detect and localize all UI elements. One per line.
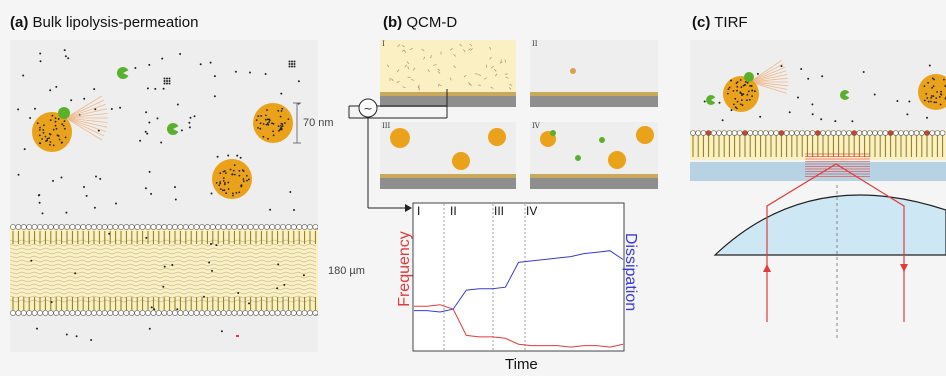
y-axis-label-frequency: Frequency [396, 231, 413, 307]
enzyme-icon [706, 95, 716, 105]
particle-size-label: 70 nm [303, 117, 334, 129]
lipid-molecules [17, 49, 305, 341]
arrow-down-icon [900, 264, 908, 272]
panel-c-diagram [690, 40, 946, 338]
particle-core [212, 159, 252, 199]
plot-frame [412, 202, 625, 352]
panel-a-title: (a) Bulk lipolysis-permeation [10, 14, 198, 31]
arrow-up-icon [763, 264, 771, 272]
membrane-lipid-tails [10, 231, 317, 310]
panel-b-label: QCM-D [406, 14, 458, 31]
lipid-particle-1 [723, 60, 788, 112]
phase-label-4: IV [526, 204, 538, 218]
enzyme-fibers [65, 95, 108, 141]
y-axis-label-dissipation: Dissipation [622, 232, 639, 312]
stage-label-4: IV [532, 122, 540, 130]
stage-label-2: II [532, 40, 538, 48]
lipid-particle-3 [212, 159, 252, 199]
series-frequency [414, 304, 624, 348]
particle-size-bracket [293, 102, 301, 144]
panel-c-label: TIRF [714, 14, 748, 31]
enzyme-icon [117, 67, 129, 79]
oscillator-icon [358, 98, 378, 118]
qcmd-stage-2 [530, 40, 658, 107]
enzyme-icon [167, 123, 179, 135]
phase-label-2: II [450, 204, 457, 218]
enzyme-icon [58, 107, 70, 119]
particle-core [253, 103, 293, 143]
oscillator-symbol: ~ [363, 102, 372, 115]
vesicle-small [570, 68, 576, 74]
arrow-head [405, 204, 412, 212]
panel-a-label: Bulk lipolysis-permeation [32, 14, 199, 31]
red-marker [236, 335, 239, 337]
qcmd-stage-4 [530, 122, 658, 189]
membrane-thickness-bracket [315, 228, 318, 316]
panel-c-title: (c) TIRF [692, 14, 748, 31]
qcmd-stage-1 [380, 40, 516, 107]
membrane-size-label: 180 µm [328, 265, 365, 277]
phase-label-1: I [417, 204, 421, 218]
enzyme-icon [840, 90, 850, 100]
enzyme-fibers [749, 60, 788, 94]
stage-label-1: I [382, 40, 385, 48]
enzyme-icon [744, 72, 754, 82]
lipid-particle-2 [918, 74, 946, 110]
prism [713, 194, 946, 256]
x-axis-label-time: Time [505, 356, 538, 373]
lipid-particle-1 [32, 95, 108, 152]
bilayer-heads [690, 130, 946, 136]
plot-series [414, 250, 624, 348]
panel-b-title: (b) QCM-D [383, 14, 457, 31]
panel-a-diagram [10, 40, 318, 352]
lipid-clusters [163, 60, 296, 85]
panel-b-letter: (b) [383, 14, 403, 31]
bilayer-tails [692, 135, 944, 157]
lipid-molecules [703, 64, 931, 123]
panel-a-letter: (a) [10, 14, 29, 31]
membrane-lipid-heads [10, 224, 318, 316]
phase-label-3: III [494, 204, 505, 218]
panel-b-diagram: ~ [348, 40, 658, 352]
light-path [766, 163, 905, 322]
qcmd-stage-3 [380, 122, 516, 189]
series-dissipation [414, 250, 624, 313]
qcmd-plot [412, 202, 625, 352]
phase-dividers [443, 204, 526, 350]
lipid-particle-2 [253, 103, 293, 143]
stage-label-3: III [382, 122, 391, 130]
panel-c-letter: (c) [692, 14, 711, 31]
